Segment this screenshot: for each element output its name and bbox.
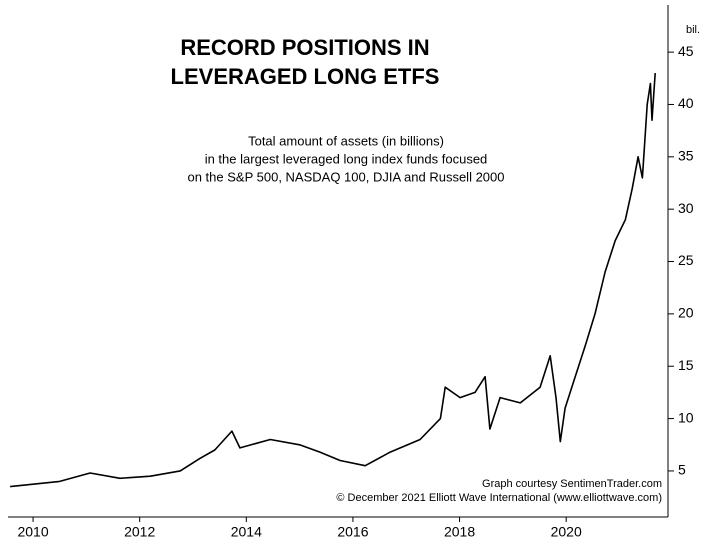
- y-tick-label: 15: [678, 357, 694, 373]
- x-tick-label: 2014: [231, 524, 262, 540]
- x-tick-label: 2020: [551, 524, 582, 540]
- chart-title: LEVERAGED LONG ETFS: [171, 64, 440, 89]
- x-tick-label: 2016: [337, 524, 368, 540]
- y-tick-label: 45: [678, 43, 694, 59]
- subtitle: on the S&P 500, NASDAQ 100, DJIA and Rus…: [187, 169, 504, 184]
- data-line: [10, 73, 656, 488]
- y-tick-label: 25: [678, 252, 694, 268]
- subtitle: in the largest leveraged long index fund…: [205, 151, 488, 166]
- y-tick-label: 20: [678, 305, 694, 321]
- annotation: © December 2021 Elliott Wave Internation…: [336, 492, 662, 504]
- y-tick-label: 40: [678, 95, 694, 111]
- x-tick-label: 2012: [124, 524, 155, 540]
- y-tick-label: 5: [678, 462, 686, 478]
- y-axis-label: bil.: [686, 24, 700, 36]
- x-tick-label: 2010: [17, 524, 48, 540]
- x-tick-label: 2018: [444, 524, 475, 540]
- chart-title: RECORD POSITIONS IN: [180, 35, 429, 60]
- y-tick-label: 30: [678, 200, 694, 216]
- y-tick-label: 10: [678, 409, 694, 425]
- y-tick-label: 35: [678, 148, 694, 164]
- subtitle: Total amount of assets (in billions): [248, 133, 444, 148]
- annotation: Graph courtesy SentimenTrader.com: [482, 478, 662, 490]
